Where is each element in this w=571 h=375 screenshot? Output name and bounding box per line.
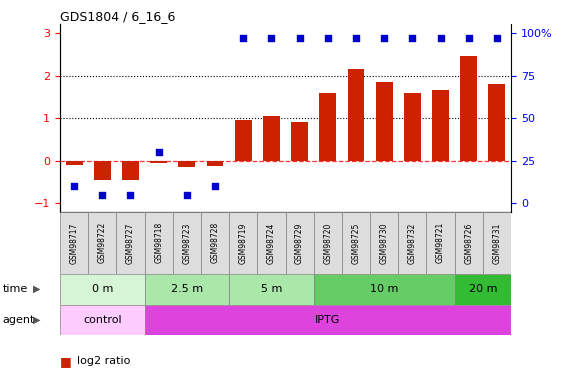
Bar (144, 212, 173, 274)
Bar (291, 122, 308, 161)
Bar (427, 212, 455, 274)
Text: GDS1804 / 6_16_6: GDS1804 / 6_16_6 (60, 10, 175, 23)
Point (351, 35, 360, 41)
Bar (342, 212, 370, 274)
Bar (319, 93, 336, 161)
Bar (483, 212, 511, 274)
Bar (201, 212, 229, 274)
Point (211, 183, 220, 189)
Point (408, 35, 417, 41)
Bar (178, 161, 195, 167)
Bar (376, 82, 393, 161)
Text: GSM98718: GSM98718 (154, 222, 163, 263)
Point (436, 35, 445, 41)
Bar (235, 120, 252, 161)
Point (98, 192, 107, 198)
Text: 5 m: 5 m (261, 284, 282, 294)
Bar (455, 212, 483, 274)
Text: GSM98731: GSM98731 (492, 222, 501, 264)
Bar (66, 161, 83, 165)
Text: GSM98725: GSM98725 (352, 222, 360, 264)
Text: GSM98723: GSM98723 (182, 222, 191, 264)
Bar (60, 304, 144, 335)
Point (323, 35, 332, 41)
Text: GSM98726: GSM98726 (464, 222, 473, 264)
Text: agent: agent (3, 315, 35, 325)
Text: control: control (83, 315, 122, 325)
Point (464, 35, 473, 41)
Bar (150, 161, 167, 163)
Bar (207, 161, 223, 166)
Bar (144, 274, 229, 304)
Bar (348, 69, 364, 161)
Text: ▶: ▶ (33, 315, 41, 325)
Bar (399, 212, 427, 274)
Bar (313, 212, 342, 274)
Bar (460, 56, 477, 161)
Bar (313, 274, 455, 304)
Point (380, 35, 389, 41)
Bar (94, 161, 111, 180)
Text: GSM98722: GSM98722 (98, 222, 107, 263)
Text: GSM98728: GSM98728 (211, 222, 219, 263)
Text: GSM98729: GSM98729 (295, 222, 304, 264)
Point (492, 35, 501, 41)
Point (295, 35, 304, 41)
Text: 10 m: 10 m (370, 284, 399, 294)
Text: GSM98720: GSM98720 (323, 222, 332, 264)
Text: ▶: ▶ (33, 284, 41, 294)
Bar (229, 212, 258, 274)
Point (154, 149, 163, 155)
Bar (489, 84, 505, 161)
Text: GSM98730: GSM98730 (380, 222, 389, 264)
Point (182, 192, 191, 198)
Text: GSM98719: GSM98719 (239, 222, 248, 264)
Bar (263, 116, 280, 161)
Point (267, 35, 276, 41)
Bar (229, 274, 313, 304)
Text: GSM98732: GSM98732 (408, 222, 417, 264)
Text: GSM98717: GSM98717 (70, 222, 79, 264)
Bar (144, 304, 511, 335)
Bar (455, 274, 511, 304)
Bar (286, 212, 313, 274)
Bar (116, 212, 144, 274)
Text: GSM98727: GSM98727 (126, 222, 135, 264)
Bar (60, 274, 144, 304)
Text: 20 m: 20 m (469, 284, 497, 294)
Bar (370, 212, 399, 274)
Bar (122, 161, 139, 180)
Text: time: time (3, 284, 28, 294)
Text: 2.5 m: 2.5 m (171, 284, 203, 294)
Text: log2 ratio: log2 ratio (77, 357, 130, 366)
Bar (258, 212, 286, 274)
Bar (60, 212, 88, 274)
Text: GSM98724: GSM98724 (267, 222, 276, 264)
Point (126, 192, 135, 198)
Point (239, 35, 248, 41)
Bar (173, 212, 201, 274)
Bar (432, 90, 449, 161)
Text: ■: ■ (60, 355, 72, 368)
Text: IPTG: IPTG (315, 315, 340, 325)
Text: 0 m: 0 m (91, 284, 113, 294)
Point (70, 183, 79, 189)
Text: GSM98721: GSM98721 (436, 222, 445, 263)
Bar (404, 93, 421, 161)
Bar (88, 212, 116, 274)
